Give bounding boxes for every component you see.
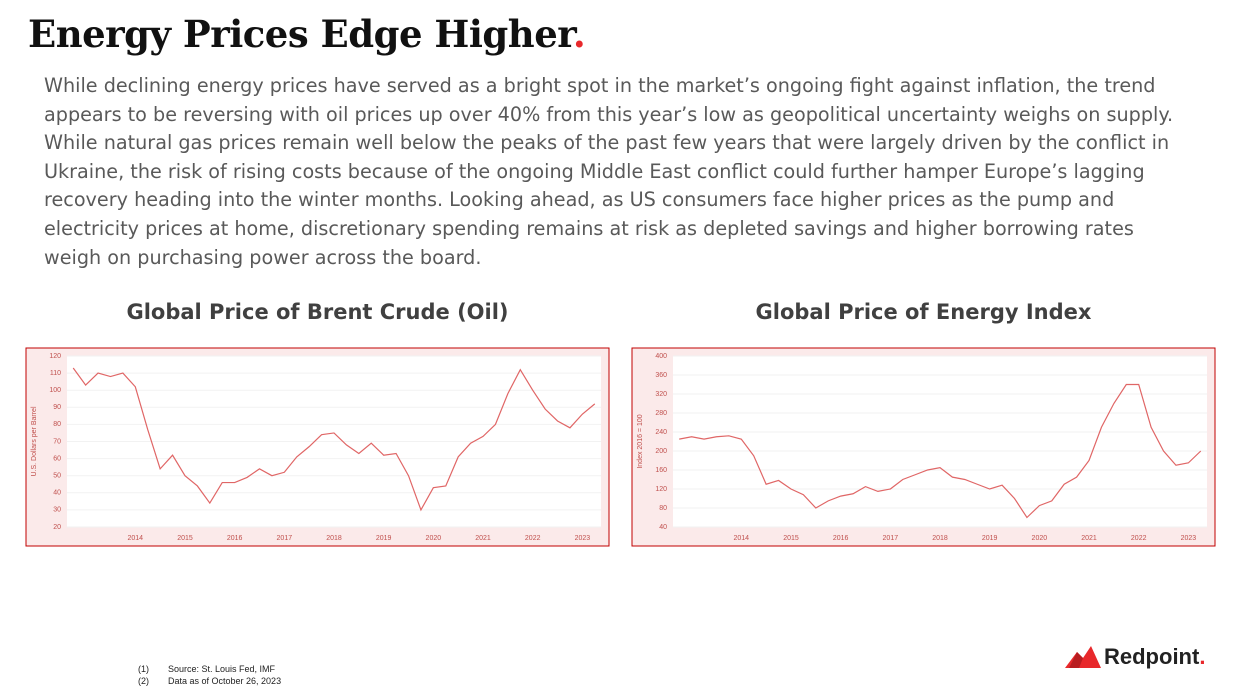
footnote-number: (2) <box>138 676 149 686</box>
y-tick-label: 40 <box>53 490 61 497</box>
footnote-number: (1) <box>138 664 149 674</box>
chart-title: Global Price of Energy Index <box>755 300 1092 324</box>
y-tick-label: 40 <box>659 524 667 531</box>
y-tick-label: 60 <box>53 455 61 462</box>
y-tick-label: 80 <box>659 505 667 512</box>
plot-area <box>673 356 1207 527</box>
x-tick-label: 2018 <box>326 535 342 542</box>
y-tick-label: 280 <box>655 410 667 417</box>
title-text: Energy Prices Edge Higher <box>28 12 573 56</box>
footnote: (1) Source: St. Louis Fed, IMF <box>138 663 281 675</box>
y-axis-label: Index 2016 = 100 <box>637 414 644 468</box>
y-tick-label: 70 <box>53 438 61 445</box>
x-tick-label: 2023 <box>575 535 591 542</box>
x-tick-label: 2022 <box>1131 535 1147 542</box>
x-tick-label: 2016 <box>227 535 243 542</box>
chart-title: Global Price of Brent Crude (Oil) <box>126 300 509 324</box>
x-tick-label: 2020 <box>426 535 442 542</box>
footnote: (2) Data as of October 26, 2023 <box>138 675 281 687</box>
y-tick-label: 400 <box>655 353 667 360</box>
x-tick-label: 2021 <box>1081 535 1097 542</box>
footnote-text: Data as of October 26, 2023 <box>168 676 282 686</box>
y-tick-label: 30 <box>53 507 61 514</box>
footnote-text: Source: St. Louis Fed, IMF <box>168 664 276 674</box>
footnotes: (1) Source: St. Louis Fed, IMF (2) Data as… <box>138 663 281 687</box>
x-tick-label: 2017 <box>277 535 293 542</box>
x-tick-label: 2015 <box>177 535 193 542</box>
y-tick-label: 360 <box>655 372 667 379</box>
y-tick-label: 160 <box>655 467 667 474</box>
x-tick-label: 2015 <box>783 535 799 542</box>
x-tick-label: 2018 <box>932 535 948 542</box>
data-line <box>679 383 1202 519</box>
x-tick-label: 2014 <box>734 535 750 542</box>
logo: Redpoint. <box>1065 644 1205 670</box>
y-tick-label: 90 <box>53 404 61 411</box>
x-tick-label: 2014 <box>128 535 144 542</box>
x-tick-label: 2019 <box>376 535 392 542</box>
y-tick-label: 80 <box>53 421 61 428</box>
y-tick-label: 20 <box>53 524 61 531</box>
y-tick-label: 320 <box>655 391 667 398</box>
y-tick-label: 110 <box>50 370 61 377</box>
x-tick-label: 2016 <box>833 535 849 542</box>
x-tick-label: 2019 <box>982 535 998 542</box>
y-tick-label: 200 <box>655 448 667 455</box>
x-tick-label: 2022 <box>525 535 541 542</box>
title-mark: . <box>572 12 586 56</box>
x-tick-label: 2021 <box>475 535 491 542</box>
x-tick-label: 2017 <box>883 535 899 542</box>
y-tick-label: 120 <box>49 353 61 360</box>
y-tick-label: 120 <box>655 486 667 493</box>
logo-text: Redpoint <box>1104 644 1200 669</box>
x-tick-label: 2020 <box>1032 535 1048 542</box>
y-tick-label: 100 <box>49 387 61 394</box>
x-tick-label: 2023 <box>1181 535 1197 542</box>
y-tick-label: 50 <box>53 473 61 480</box>
paragraph: While declining energy prices have serve… <box>44 74 1174 269</box>
logo-mark: . <box>1199 644 1206 669</box>
title: Energy Prices Edge Higher. <box>28 12 586 56</box>
y-tick-label: 240 <box>655 429 667 436</box>
data-line <box>72 367 596 512</box>
y-axis-label: U.S. Dollars per Barrel <box>31 406 38 476</box>
logo-icon <box>1065 646 1101 668</box>
